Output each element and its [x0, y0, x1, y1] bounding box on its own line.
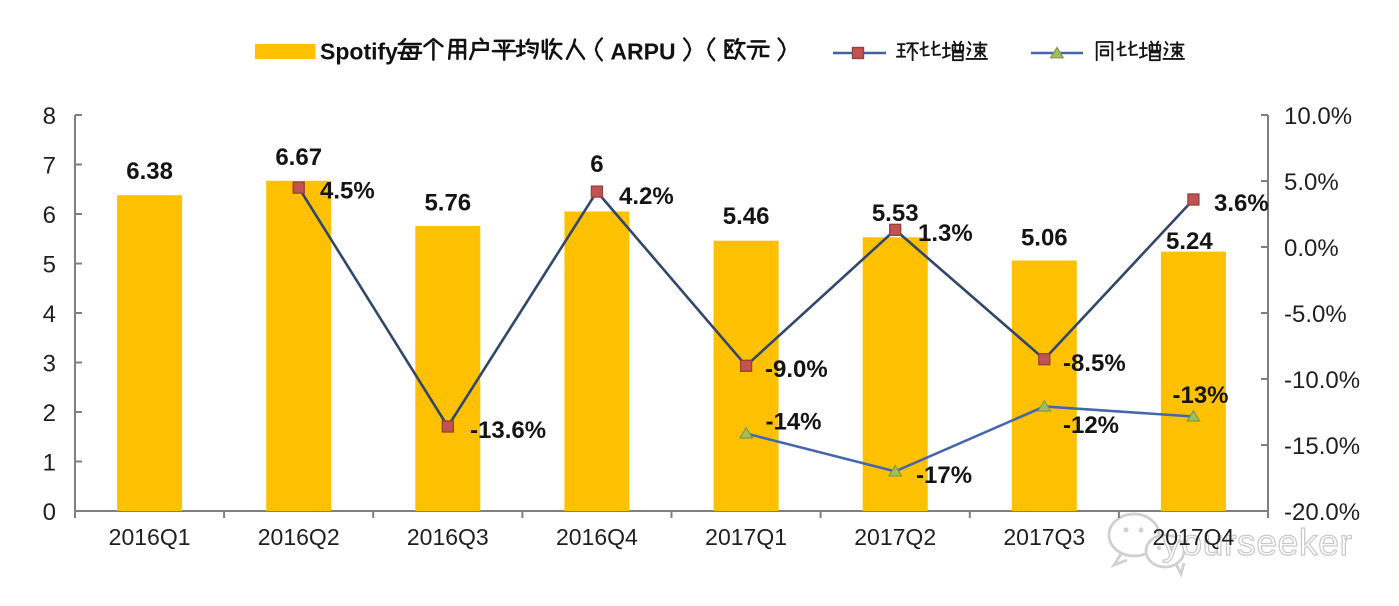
svg-text:ARPU: ARPU	[610, 39, 675, 65]
svg-text:-14%: -14%	[765, 409, 821, 436]
svg-text:0.0%: 0.0%	[1284, 235, 1339, 262]
svg-text:1.3%: 1.3%	[918, 220, 973, 247]
svg-text:2016Q3: 2016Q3	[407, 524, 489, 550]
svg-text:5: 5	[43, 252, 56, 279]
svg-text:2016Q4: 2016Q4	[556, 524, 638, 550]
svg-text:-12%: -12%	[1063, 412, 1119, 439]
svg-text:-20.0%: -20.0%	[1284, 499, 1360, 526]
svg-text:10.0%: 10.0%	[1284, 103, 1352, 130]
svg-text:3: 3	[43, 351, 56, 378]
svg-text:-8.5%: -8.5%	[1063, 350, 1126, 377]
svg-text:3.6%: 3.6%	[1214, 190, 1269, 217]
svg-text:2017Q4: 2017Q4	[1152, 524, 1234, 550]
svg-text:Spotify: Spotify	[320, 39, 398, 65]
svg-text:0: 0	[43, 499, 56, 526]
svg-text:4.2%: 4.2%	[619, 183, 674, 210]
svg-text:6.67: 6.67	[275, 144, 322, 171]
svg-text:-15.0%: -15.0%	[1284, 433, 1360, 460]
svg-text:8: 8	[43, 103, 56, 130]
svg-text:6: 6	[43, 202, 56, 229]
svg-text:1: 1	[43, 450, 56, 477]
svg-text:2: 2	[43, 400, 56, 427]
svg-text:4: 4	[43, 301, 56, 328]
svg-text:4.5%: 4.5%	[320, 178, 375, 205]
svg-text:5.24: 5.24	[1166, 228, 1213, 255]
svg-text:5.76: 5.76	[424, 190, 471, 217]
svg-text:7: 7	[43, 153, 56, 180]
svg-text:-13.6%: -13.6%	[470, 417, 546, 444]
svg-text:yourseeker: yourseeker	[1162, 521, 1353, 563]
svg-text:5.06: 5.06	[1021, 224, 1068, 251]
svg-text:-9.0%: -9.0%	[765, 356, 828, 383]
svg-text:5.0%: 5.0%	[1284, 169, 1339, 196]
svg-text:-5.0%: -5.0%	[1284, 301, 1347, 328]
svg-text:6: 6	[590, 151, 603, 178]
svg-text:5.46: 5.46	[723, 203, 770, 230]
svg-text:2017Q2: 2017Q2	[854, 524, 936, 550]
svg-text:-10.0%: -10.0%	[1284, 367, 1360, 394]
svg-text:-17%: -17%	[916, 462, 972, 489]
svg-text:2017Q3: 2017Q3	[1003, 524, 1085, 550]
svg-text:6.38: 6.38	[126, 158, 173, 185]
svg-text:2017Q1: 2017Q1	[705, 524, 787, 550]
svg-text:2016Q1: 2016Q1	[109, 524, 191, 550]
svg-text:-13%: -13%	[1172, 382, 1228, 409]
svg-text:5.53: 5.53	[872, 200, 919, 227]
svg-text:2016Q2: 2016Q2	[258, 524, 340, 550]
